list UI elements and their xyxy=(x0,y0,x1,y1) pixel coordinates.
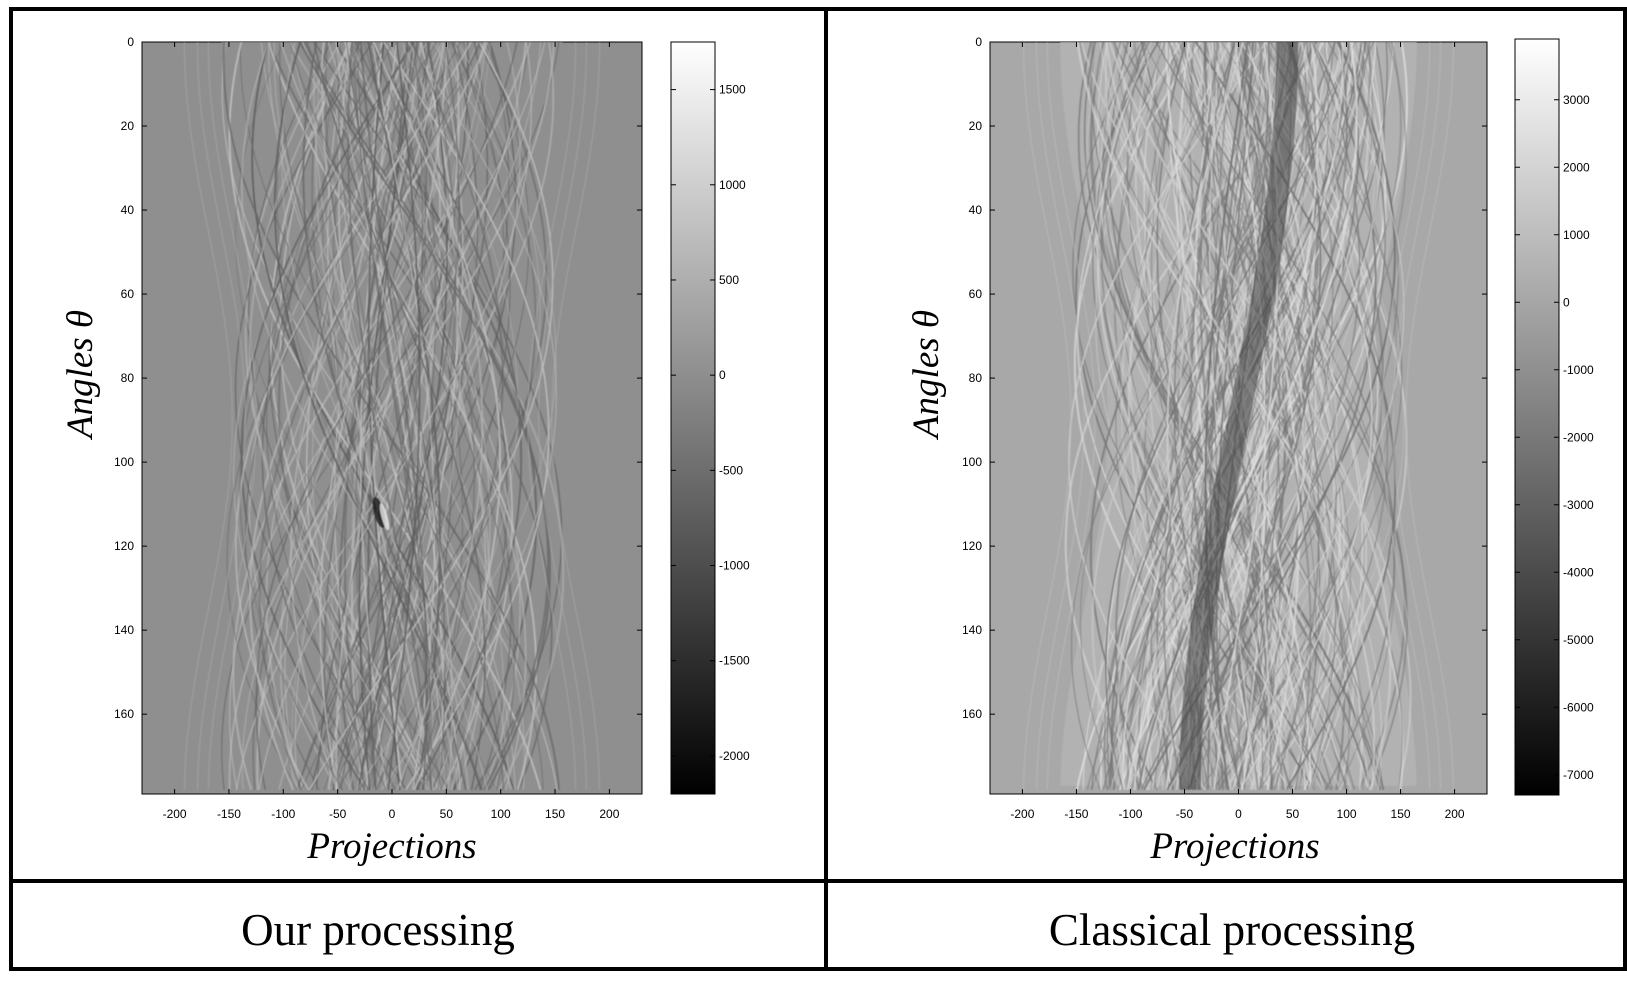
colorbar-tick-label: 500 xyxy=(719,273,739,287)
caption-ours: Our processing xyxy=(241,905,515,955)
y-tick-label: 140 xyxy=(114,623,134,637)
y-tick-label: 0 xyxy=(975,35,982,49)
sinogram-panel-classical: -200 -150 -100 -50 0 50 100 150 2000204060801001… xyxy=(906,35,1594,955)
sinogram-panel-ours: -200 -150 -100 -50 0 50 100 150 2000204060801001… xyxy=(60,35,750,955)
x-tick-label: -50 xyxy=(329,807,347,821)
colorbar-tick-label: -1500 xyxy=(719,654,750,668)
y-tick-label: 100 xyxy=(114,455,134,469)
x-tick-label: -150 xyxy=(1064,807,1088,821)
x-tick-label: 50 xyxy=(440,807,454,821)
x-tick-label: -200 xyxy=(163,807,187,821)
y-tick-label: 0 xyxy=(127,35,134,49)
colorbar-tick-label: -2000 xyxy=(1563,430,1594,444)
y-axis-label: Angles θ xyxy=(60,310,101,441)
colorbar-tick-label: -500 xyxy=(719,463,743,477)
x-tick-label: 150 xyxy=(1391,807,1411,821)
x-tick-label: -150 xyxy=(217,807,241,821)
y-tick-label: 160 xyxy=(114,707,134,721)
x-tick-label: 100 xyxy=(1337,807,1357,821)
colorbar: 3000 2000 1000 0 -1000 -2000 -3000 -4000 -5000 -6… xyxy=(1515,39,1594,795)
colorbar-tick-label: 1000 xyxy=(1563,228,1590,242)
x-axis-label: Projections xyxy=(1149,826,1319,867)
x-tick-label: 0 xyxy=(1235,807,1242,821)
x-tick-label: 100 xyxy=(491,807,511,821)
y-tick-label: 20 xyxy=(969,119,983,133)
y-tick-label: 140 xyxy=(962,623,982,637)
x-tick-label: 0 xyxy=(389,807,396,821)
y-tick-label: 120 xyxy=(114,539,134,553)
y-axis-label: Angles θ xyxy=(906,310,947,441)
y-tick-label: 80 xyxy=(121,371,135,385)
colorbar-tick-label: -1000 xyxy=(719,559,750,573)
x-tick-label: 200 xyxy=(599,807,619,821)
colorbar-tick-label: -2000 xyxy=(719,749,750,763)
plot-area xyxy=(990,42,1487,794)
x-tick-label: 150 xyxy=(545,807,565,821)
caption-classical: Classical processing xyxy=(1049,905,1415,955)
colorbar-tick-label: 2000 xyxy=(1563,160,1590,174)
colorbar-tick-label: -6000 xyxy=(1563,700,1594,714)
plot-area xyxy=(142,42,642,794)
y-tick-label: 100 xyxy=(962,455,982,469)
colorbar-tick-label: 0 xyxy=(719,368,726,382)
colorbar-tick-label: 0 xyxy=(1563,295,1570,309)
colorbar-tick-label: 1500 xyxy=(719,83,746,97)
colorbar-tick-label: -5000 xyxy=(1563,633,1594,647)
x-tick-label: -100 xyxy=(271,807,295,821)
colorbar-tick-label: 1000 xyxy=(719,178,746,192)
y-tick-label: 20 xyxy=(121,119,135,133)
colorbar-tick-label: -4000 xyxy=(1563,565,1594,579)
y-tick-label: 80 xyxy=(969,371,983,385)
y-tick-label: 60 xyxy=(969,287,983,301)
colorbar-tick-label: -7000 xyxy=(1563,768,1594,782)
x-tick-label: 50 xyxy=(1286,807,1300,821)
x-tick-label: -100 xyxy=(1118,807,1142,821)
y-tick-label: 40 xyxy=(969,203,983,217)
y-tick-label: 60 xyxy=(121,287,135,301)
y-tick-label: 120 xyxy=(962,539,982,553)
x-tick-label: -50 xyxy=(1176,807,1194,821)
x-tick-label: -200 xyxy=(1010,807,1034,821)
y-tick-label: 160 xyxy=(962,707,982,721)
x-tick-label: 200 xyxy=(1445,807,1465,821)
x-axis-label: Projections xyxy=(306,826,476,867)
colorbar-tick-label: 3000 xyxy=(1563,93,1590,107)
colorbar-tick-label: -3000 xyxy=(1563,498,1594,512)
y-tick-label: 40 xyxy=(121,203,135,217)
colorbar: 1500 1000 500 0 -500 -1000 -1500 -2000 xyxy=(671,42,750,794)
colorbar-tick-label: -1000 xyxy=(1563,363,1594,377)
